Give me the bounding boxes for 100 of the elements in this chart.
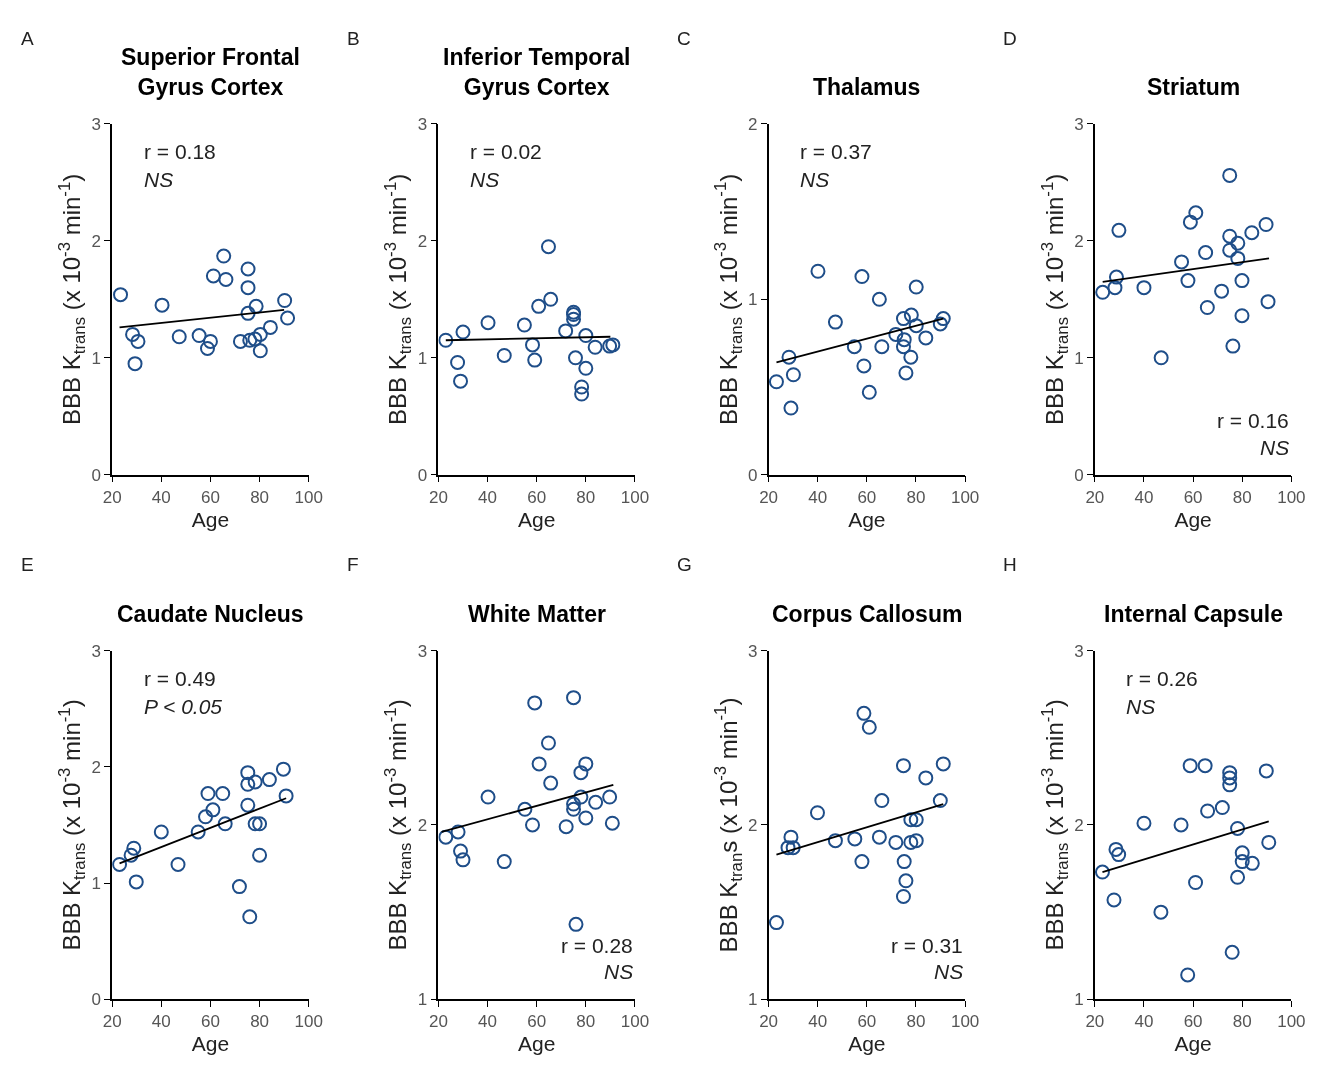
y-tick-label: 2 — [1074, 815, 1084, 835]
point — [1222, 770, 1238, 786]
point — [809, 805, 825, 821]
y-tick-label: 0 — [417, 465, 428, 485]
point — [200, 786, 216, 802]
point — [242, 332, 258, 348]
point — [568, 916, 584, 932]
point — [438, 332, 454, 348]
point — [130, 333, 146, 349]
point — [846, 339, 862, 355]
chart-title: Striatum — [1147, 74, 1241, 100]
point — [1182, 758, 1198, 774]
point — [1225, 338, 1241, 354]
annotation: r = 0.49 — [144, 667, 216, 690]
point — [496, 854, 512, 870]
point — [783, 400, 799, 416]
point — [1230, 820, 1246, 836]
x-tick-label: 20 — [102, 1012, 122, 1032]
text: F — [347, 554, 359, 575]
point — [854, 269, 870, 285]
y-tick-label: 2 — [91, 757, 102, 777]
x-tick-label: 80 — [1232, 1012, 1252, 1032]
y-tick-label: 0 — [1074, 465, 1084, 485]
point — [240, 765, 256, 781]
x-axis-title: Age — [1174, 507, 1212, 531]
point — [898, 365, 914, 381]
point — [1260, 294, 1276, 310]
x-tick-label: 60 — [527, 1012, 547, 1032]
text: A — [21, 28, 34, 49]
x-tick-label: 100 — [950, 487, 980, 507]
point — [1244, 225, 1260, 241]
point — [543, 775, 559, 791]
point — [908, 812, 924, 828]
point — [1234, 854, 1250, 870]
y-tick-label: 1 — [747, 290, 758, 310]
y-tick-label: 0 — [91, 465, 102, 485]
point — [566, 801, 582, 817]
point — [1234, 273, 1250, 289]
point — [1222, 777, 1238, 793]
point — [566, 796, 582, 812]
point — [217, 816, 233, 832]
x-tick-label: 60 — [200, 1012, 220, 1032]
point — [455, 852, 471, 868]
point — [768, 374, 784, 390]
text: C — [677, 28, 691, 49]
x-tick-label: 80 — [906, 1012, 926, 1032]
x-tick-label: 20 — [1085, 1012, 1105, 1032]
point — [525, 337, 541, 353]
annotation: r = 0.18 — [144, 140, 216, 163]
point — [578, 360, 594, 376]
point — [1198, 245, 1214, 261]
point — [113, 287, 129, 303]
y-tick-label: 3 — [1074, 114, 1084, 134]
point — [558, 323, 574, 339]
point — [202, 333, 218, 349]
point — [1222, 228, 1238, 244]
point — [903, 307, 919, 323]
point — [1234, 845, 1250, 861]
y-tick-label: 0 — [91, 990, 102, 1010]
point — [1111, 847, 1127, 863]
point — [252, 343, 268, 359]
y-tick-label: 1 — [91, 348, 102, 368]
point — [438, 829, 454, 845]
point — [1199, 300, 1215, 316]
point — [123, 847, 139, 863]
point — [768, 915, 784, 931]
point — [517, 801, 533, 817]
point — [578, 756, 594, 772]
y-tick-label: 1 — [747, 990, 758, 1010]
point — [896, 332, 912, 348]
point — [1200, 803, 1216, 819]
point — [587, 339, 603, 355]
point — [1222, 765, 1238, 781]
point — [1258, 763, 1274, 779]
x-tick-label: 40 — [151, 487, 171, 507]
point — [1136, 280, 1152, 296]
point — [1230, 869, 1246, 885]
point — [531, 298, 547, 314]
x-tick-label: 80 — [250, 1012, 270, 1032]
point — [1188, 205, 1204, 221]
point — [558, 819, 574, 835]
annotation: P < 0.05 — [144, 695, 223, 718]
point — [573, 765, 589, 781]
point — [453, 373, 469, 389]
point — [232, 333, 248, 349]
point — [932, 316, 948, 332]
point — [1108, 841, 1124, 857]
annotation: r = 0.37 — [800, 140, 872, 163]
point — [450, 824, 466, 840]
point — [516, 317, 532, 333]
point — [126, 840, 142, 856]
x-tick-label: 20 — [428, 1012, 448, 1032]
x-tick-label: 20 — [102, 487, 122, 507]
x-tick-label: 100 — [294, 1012, 323, 1032]
point — [871, 291, 887, 307]
point — [496, 347, 512, 363]
point — [1258, 217, 1274, 232]
point — [1188, 875, 1204, 890]
point — [455, 324, 471, 340]
point — [874, 339, 890, 355]
